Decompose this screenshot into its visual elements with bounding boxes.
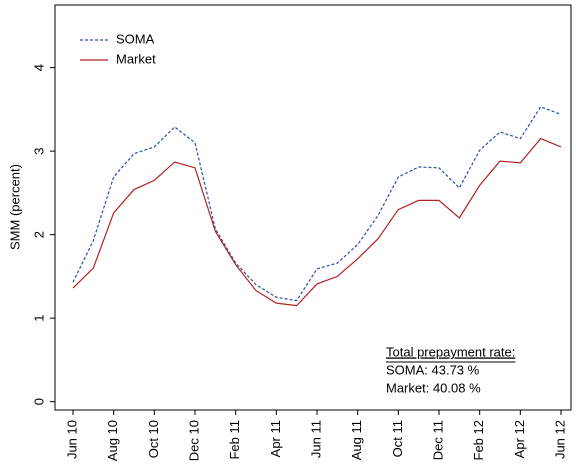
x-tick-label: Jun 12 [552, 420, 567, 459]
y-tick-label: 3 [31, 148, 46, 155]
x-tick-label: Apr 11 [268, 420, 283, 457]
x-tick-label: Apr 12 [512, 420, 527, 458]
annotation: Total prepayment rate: [386, 344, 515, 359]
x-tick-label: Oct 11 [390, 420, 405, 457]
legend-label: Market [116, 51, 156, 66]
y-tick-label: 1 [31, 315, 46, 322]
y-tick-label: 4 [31, 64, 46, 71]
x-tick-label: Dec 10 [186, 420, 201, 461]
x-tick-label: Jun 10 [64, 420, 79, 459]
x-tick-label: Aug 10 [105, 420, 120, 461]
legend-label: SOMA [116, 31, 155, 46]
annotation: SOMA: 43.73 % [386, 362, 480, 377]
series-line [72, 106, 562, 302]
x-tick-label: Jun 11 [308, 420, 323, 458]
x-tick-label: Feb 12 [471, 420, 486, 460]
y-tick-label: 0 [31, 398, 46, 405]
series-line [72, 137, 562, 307]
plot-frame [54, 4, 572, 411]
y-axis-label: SMM (percent) [7, 164, 22, 250]
annotation: Market: 40.08 % [386, 380, 481, 395]
x-tick-label: Oct 10 [146, 420, 161, 458]
y-tick-label: 2 [31, 231, 46, 238]
x-tick-label: Dec 11 [430, 420, 445, 460]
x-tick-label: Feb 11 [227, 420, 242, 460]
x-tick-label: Aug 11 [349, 420, 364, 460]
